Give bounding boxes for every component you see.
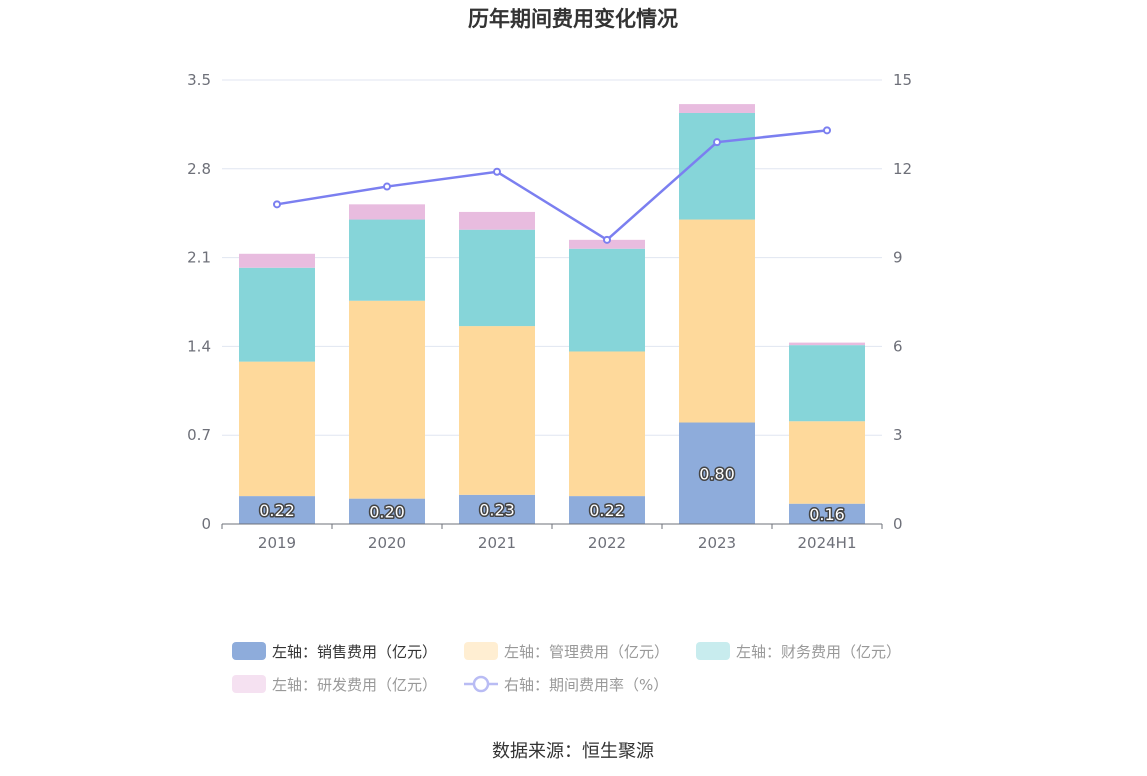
x-tick-label: 2021 [478, 534, 516, 552]
bar-segment [789, 342, 865, 346]
bar-segment [239, 361, 315, 497]
grid-lines [222, 79, 882, 436]
right-tick-label: 9 [893, 249, 903, 267]
right-tick-label: 12 [893, 160, 912, 178]
bar-segment [569, 248, 645, 352]
left-tick-label: 2.1 [187, 249, 211, 267]
right-tick-label: 0 [893, 515, 903, 533]
left-tick-label: 3.5 [187, 71, 211, 89]
x-tick-label: 2022 [588, 534, 626, 552]
bar-segment [239, 253, 315, 268]
bar-segment [679, 422, 755, 524]
bar-segment [459, 211, 535, 230]
left-axis-ticks: 0 0.7 1.4 2.1 2.8 3.5 [187, 71, 211, 533]
legend-label: 左轴：财务费用（亿元） [736, 643, 901, 661]
bar-segment [349, 204, 425, 220]
legend-item: 左轴：管理费用（亿元） [464, 642, 669, 661]
rate-point [823, 126, 831, 135]
legend-item: 左轴：财务费用（亿元） [696, 642, 901, 661]
right-tick-label: 3 [893, 426, 903, 444]
data-label: 0.23 [479, 500, 515, 519]
bar-series [239, 104, 865, 524]
rate-point [273, 200, 281, 209]
x-tick-label: 2019 [258, 534, 296, 552]
bar-segment [459, 229, 535, 327]
left-tick-label: 0.7 [187, 426, 211, 444]
bar-segment [349, 498, 425, 524]
bar-segment [349, 300, 425, 499]
legend-marker-swatch [472, 675, 490, 693]
rate-line-series [273, 126, 831, 244]
source-note: 数据来源：恒生聚源 [492, 741, 654, 762]
data-label: 0.22 [589, 501, 625, 520]
bar-segment [789, 421, 865, 504]
bar-segment [569, 351, 645, 497]
x-tick-label: 2020 [368, 534, 406, 552]
right-tick-label: 15 [893, 71, 912, 89]
legend-swatch [232, 675, 266, 693]
legend-item: 右轴：期间费用率（%） [464, 675, 668, 694]
bar-segment [569, 239, 645, 249]
left-tick-label: 1.4 [187, 337, 211, 355]
left-tick-label: 0 [201, 515, 211, 533]
bar-segment [789, 503, 865, 524]
data-label: 0.80 [699, 464, 735, 483]
bar-segment [569, 496, 645, 524]
legend-item: 左轴：销售费用（亿元） [232, 642, 437, 661]
data-label: 0.16 [809, 505, 845, 524]
legend-swatch [464, 642, 498, 660]
rate-line [276, 129, 828, 242]
left-tick-label: 2.8 [187, 160, 211, 178]
x-tick-label: 2023 [698, 534, 736, 552]
bar-segment [679, 219, 755, 423]
legend: 左轴：销售费用（亿元） 左轴：管理费用（亿元） 左轴：财务费用（亿元） 左轴：研发费用… [232, 642, 901, 694]
x-axis: 2019 2020 2021 2022 2023 2024H1 [221, 523, 883, 552]
bar-segment [459, 326, 535, 495]
rate-point [713, 138, 721, 147]
bar-segment [349, 219, 425, 301]
x-tick-label: 2024H1 [798, 534, 857, 552]
bar-segment [459, 494, 535, 524]
right-axis-ticks: 0 3 6 9 12 15 [893, 71, 912, 533]
rate-point [603, 235, 611, 244]
right-tick-label: 6 [893, 337, 903, 355]
bar-segment [789, 345, 865, 422]
legend-label: 左轴：销售费用（亿元） [272, 643, 437, 661]
legend-label: 左轴：研发费用（亿元） [272, 676, 437, 694]
bar-segment [239, 496, 315, 524]
data-labels: 0.22 0.20 0.23 0.22 0.80 0.16 [258, 463, 847, 526]
rate-point [383, 182, 391, 191]
chart-title: 历年期间费用变化情况 [468, 7, 678, 31]
data-label: 0.22 [259, 501, 295, 520]
rate-point [493, 167, 501, 176]
bar-segment [239, 267, 315, 362]
data-label: 0.20 [369, 502, 405, 521]
bar-segment [679, 104, 755, 113]
legend-item: 左轴：研发费用（亿元） [232, 675, 437, 694]
legend-label: 左轴：管理费用（亿元） [504, 643, 669, 661]
legend-swatch [696, 642, 730, 660]
legend-label: 右轴：期间费用率（%） [504, 676, 668, 694]
legend-swatch [232, 642, 266, 660]
